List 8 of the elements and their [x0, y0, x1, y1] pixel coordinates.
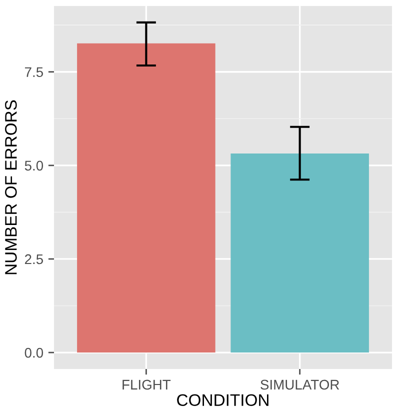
- y-axis-title: NUMBER OF ERRORS: [5, 100, 17, 274]
- x-tick-label: FLIGHT: [122, 380, 171, 390]
- x-tick-label: SIMULATOR: [260, 380, 340, 390]
- y-tick-label: 2.5: [24, 254, 44, 264]
- y-tick-label: 0.0: [24, 348, 44, 358]
- y-tick-label: 5.0: [24, 160, 44, 171]
- y-tick-label: 7.5: [24, 67, 44, 78]
- x-axis-title: CONDITION: [177, 394, 268, 406]
